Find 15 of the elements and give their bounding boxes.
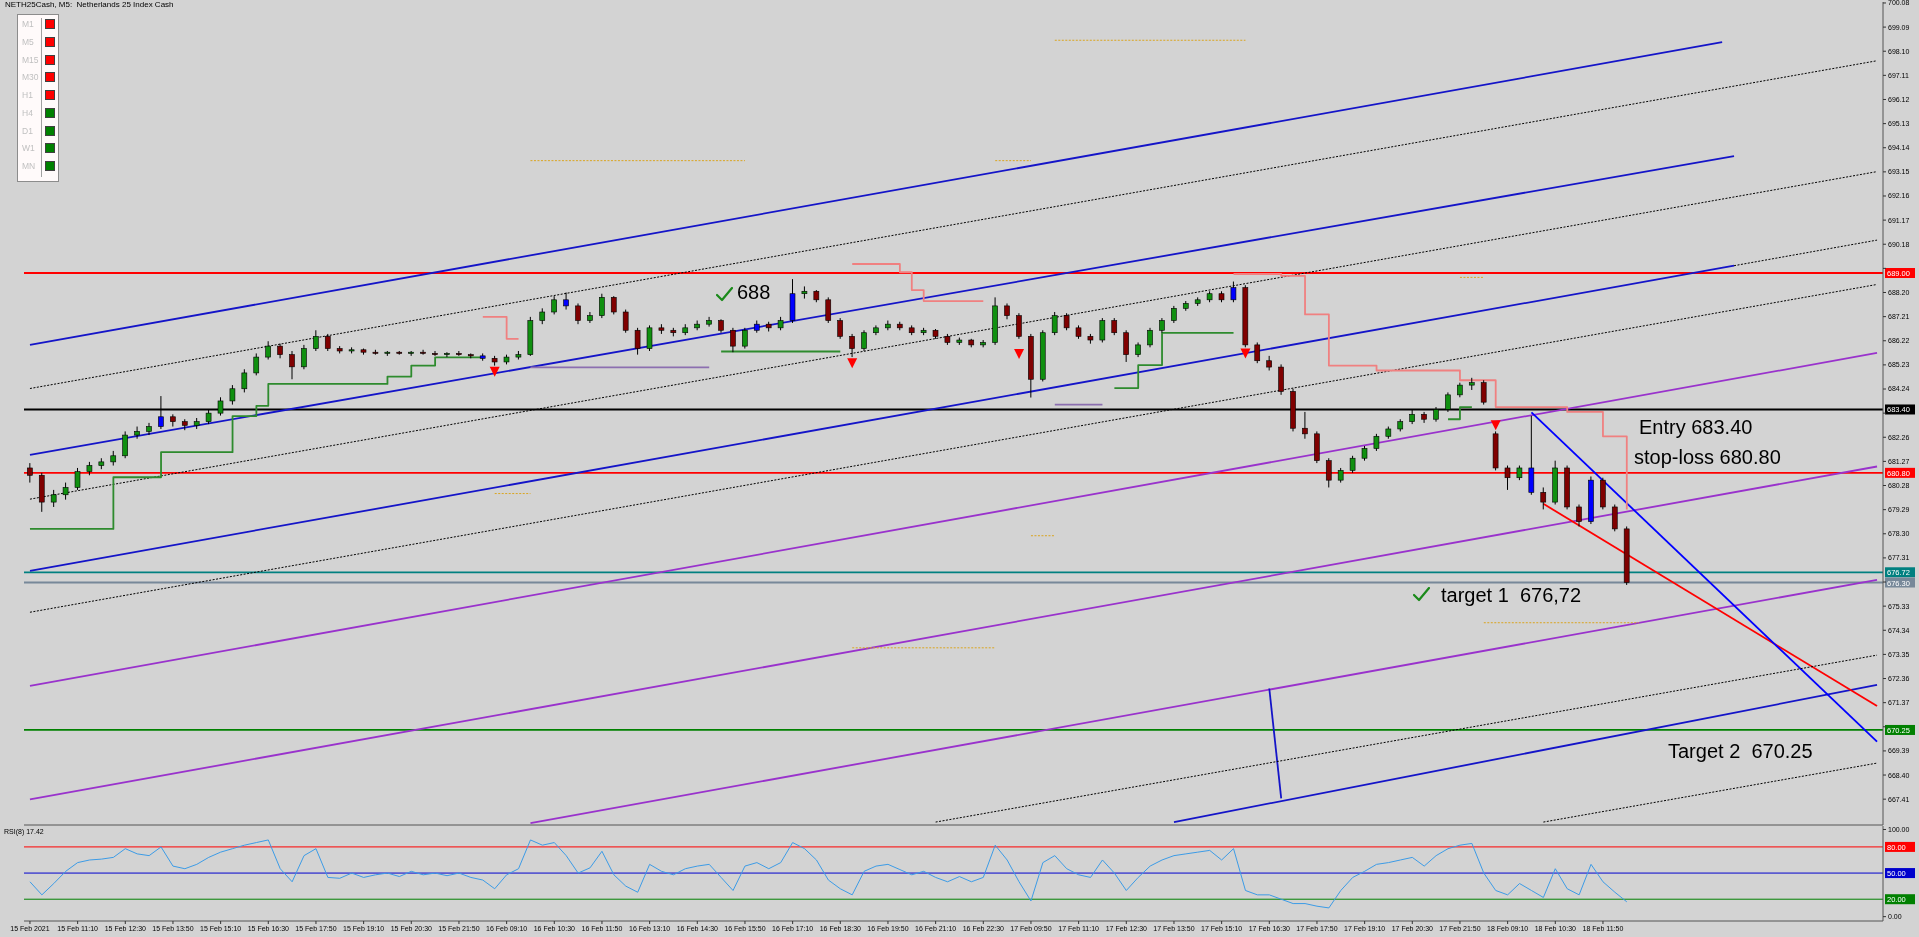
- annotation: stop-loss 680.80: [1634, 445, 1781, 468]
- category-label: H4: [22, 106, 33, 119]
- category-label: D1: [22, 124, 33, 137]
- annotation: 688: [737, 281, 771, 303]
- annotation: target 1 676,72: [1441, 584, 1582, 607]
- category-label: M5: [22, 35, 34, 48]
- chart-title: NETH25Cash, M5: Netherlands 25 Index Cash: [5, 0, 174, 10]
- annotation: Target 2 670.25: [1668, 739, 1813, 762]
- category-label: M15: [22, 53, 39, 66]
- category-label: M30: [22, 71, 39, 84]
- category-label: MN: [22, 160, 36, 173]
- annotation: Entry 683.40: [1639, 416, 1753, 439]
- category-label: M1: [22, 18, 34, 30]
- category-label: H1: [22, 89, 33, 102]
- category-label: W1: [22, 142, 35, 155]
